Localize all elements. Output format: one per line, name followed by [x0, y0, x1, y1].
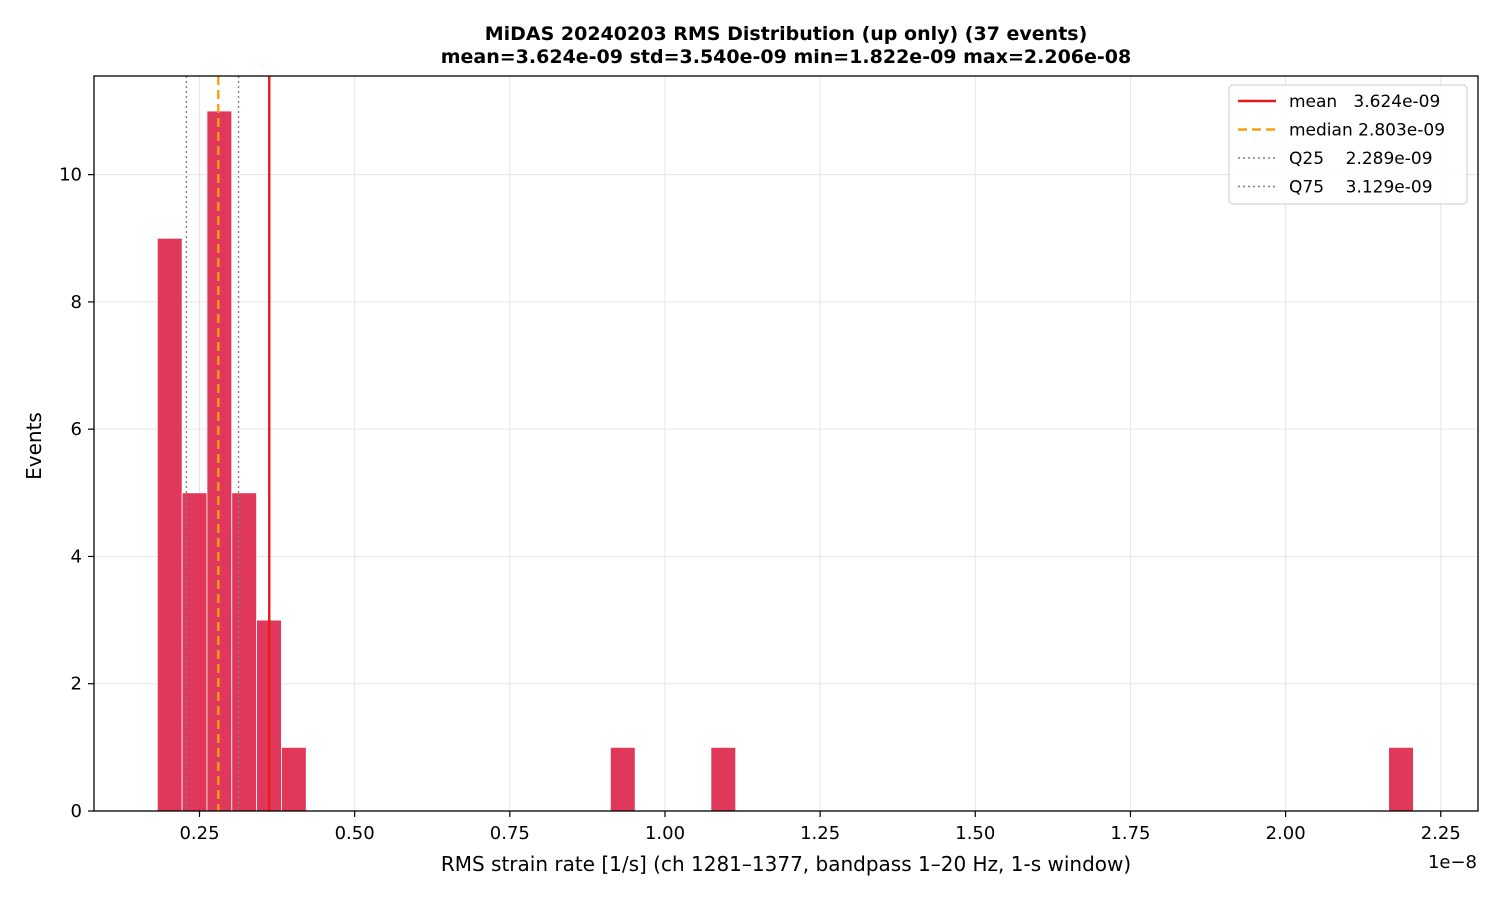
histogram-bar-5	[281, 746, 307, 812]
legend-label-2: Q25 2.289e-09	[1289, 149, 1433, 169]
y-tick-label-5: 10	[59, 165, 82, 186]
x-axis-label: RMS strain rate [1/s] (ch 1281–1377, ban…	[441, 852, 1131, 876]
x-tick-label-1: 0.50	[335, 823, 375, 844]
histogram-bars	[156, 110, 1414, 812]
chart-title: MiDAS 20240203 RMS Distribution (up only…	[485, 23, 1088, 45]
y-tick-label-3: 6	[71, 419, 82, 440]
legend-label-0: mean 3.624e-09	[1289, 92, 1440, 112]
legend-box	[1228, 84, 1468, 205]
x-axis-offset-label: 1e−8	[1428, 852, 1477, 873]
histogram-bar-3	[231, 492, 258, 812]
x-tick-label-2: 0.75	[490, 823, 530, 844]
y-tick-label-4: 8	[71, 292, 82, 313]
x-tick-label-5: 1.50	[955, 823, 995, 844]
y-tick-label-2: 4	[71, 546, 82, 567]
reference-lines	[185, 76, 271, 811]
chart-subtitle: mean=3.624e-09 std=3.540e-09 min=1.822e-…	[441, 46, 1132, 68]
histogram-bar-0	[156, 237, 183, 812]
y-axis-label: Events	[22, 412, 46, 480]
x-tick-label-4: 1.25	[800, 823, 840, 844]
x-tick-label-6: 1.75	[1110, 823, 1150, 844]
legend-label-1: median 2.803e-09	[1289, 121, 1445, 141]
plot-frame	[93, 75, 1479, 812]
histogram-bar-6	[609, 746, 636, 812]
x-tick-label-8: 2.25	[1421, 823, 1461, 844]
x-tick-label-7: 2.00	[1266, 823, 1306, 844]
legend-label-3: Q75 3.129e-09	[1289, 178, 1433, 198]
legend: mean 3.624e-09 median 2.803e-09 Q25 2.289e…	[1228, 84, 1468, 205]
x-tick-label-3: 1.00	[645, 823, 685, 844]
y-tick-label-0: 0	[71, 801, 82, 822]
histogram-bar-8	[1388, 746, 1414, 812]
x-tick-label-0: 0.25	[179, 823, 219, 844]
x-axis-ticks: 0.25 0.50 0.75 1.00 1.25 1.50 1.75 2.00 2.25	[179, 811, 1461, 844]
y-tick-label-1: 2	[71, 674, 82, 695]
histogram-bar-7	[710, 746, 737, 812]
y-axis-ticks: 0 2 4 6 8 10	[59, 165, 94, 822]
